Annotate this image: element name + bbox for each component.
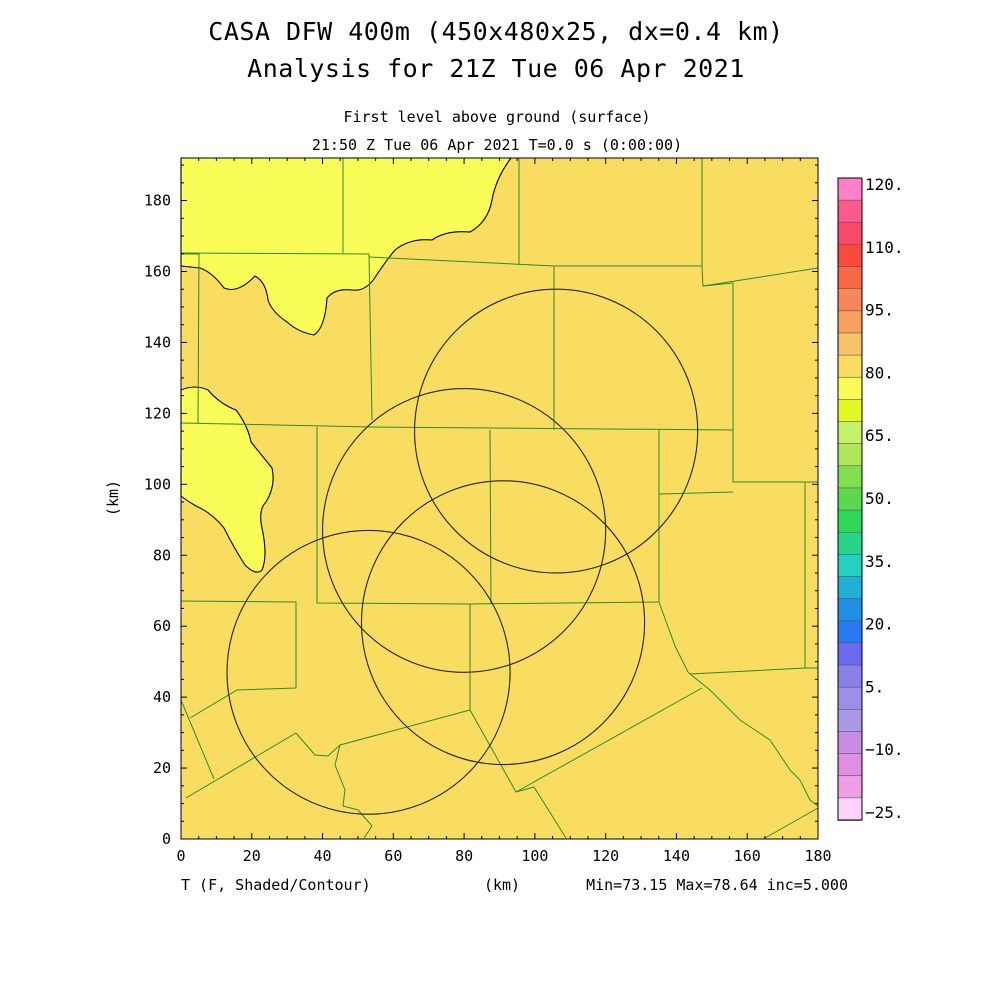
x-axis-label: (km)	[484, 876, 520, 894]
y-tick-label: 120	[144, 404, 171, 422]
radar-ring	[322, 387, 607, 673]
colorbar-label: 5.	[865, 677, 884, 696]
colorbar-swatch	[837, 399, 863, 423]
colorbar-label: −25.	[865, 803, 904, 822]
colorbar-swatch	[837, 598, 863, 622]
colorbar-label: 35.	[865, 552, 894, 571]
colorbar-swatch	[837, 576, 863, 600]
colorbar-label: 95.	[865, 301, 894, 320]
colorbar-swatch	[837, 310, 863, 334]
warm-region-west	[180, 386, 274, 573]
colorbar-swatch	[837, 199, 863, 224]
county-borders	[180, 158, 819, 839]
colorbar-swatch	[837, 376, 863, 401]
colorbar-labels: 120. 110. 95. 80. 65. 50. 35. 20. 5. −10. −25.	[865, 175, 904, 822]
colorbar-label: 80.	[865, 363, 894, 382]
colorbar-swatch	[837, 642, 863, 666]
x-axis: 0 20 40 60 80 100 120 140 160 180	[176, 158, 832, 865]
colorbar-swatch	[837, 531, 863, 556]
colorbar-label: 50.	[865, 489, 894, 508]
y-tick-label: 40	[153, 688, 171, 706]
x-tick-label: 120	[592, 847, 619, 865]
colorbar-swatch	[837, 177, 863, 201]
colorbar-label: 20.	[865, 615, 894, 634]
y-tick-label: 0	[162, 830, 171, 848]
y-tick-label: 160	[144, 263, 171, 281]
colorbar-swatch	[837, 620, 863, 644]
colorbar-swatch	[837, 244, 863, 268]
variable-label: T (F, Shaded/Contour)	[181, 876, 371, 894]
colorbar-swatch	[837, 664, 863, 688]
colorbar-swatch	[837, 465, 863, 489]
x-tick-label: 0	[176, 847, 185, 865]
time-subtitle: 21:50 Z Tue 06 Apr 2021 T=0.0 s (0:00:00…	[312, 136, 682, 154]
field-stats: Min=73.15 Max=78.64 inc=5.000	[586, 876, 848, 894]
y-tick-label: 20	[153, 759, 171, 777]
colorbar-swatch	[837, 332, 863, 356]
x-tick-label: 140	[663, 847, 690, 865]
colorbar-label: 65.	[865, 426, 894, 445]
colorbar-swatch	[837, 775, 863, 799]
y-tick-label: 80	[153, 546, 171, 564]
x-tick-label: 60	[384, 847, 402, 865]
x-tick-label: 160	[734, 847, 761, 865]
colorbar-swatch	[837, 221, 863, 246]
x-tick-label: 40	[314, 847, 332, 865]
x-tick-label: 100	[521, 847, 548, 865]
colorbar-frame	[837, 177, 863, 821]
colorbar-label: −10.	[865, 740, 904, 759]
colorbar-swatch	[837, 487, 863, 511]
colorbar-swatch	[837, 709, 863, 733]
colorbar-swatch	[837, 266, 863, 290]
radar-ring	[226, 529, 511, 815]
y-tick-label: 100	[144, 475, 171, 493]
colorbar-swatch	[837, 797, 863, 821]
warm-region-north	[180, 157, 513, 336]
colorbar-swatch	[837, 686, 863, 711]
map-panel	[180, 157, 819, 840]
y-axis: 0 20 40 60 80 100 120 140 160 180	[144, 164, 818, 848]
radar-ring	[360, 480, 646, 766]
y-tick-label: 180	[144, 192, 171, 210]
colorbar-swatch	[837, 354, 863, 379]
radar-ring	[414, 288, 699, 574]
colorbar	[837, 177, 863, 821]
y-axis-label: (km)	[104, 480, 122, 516]
x-tick-label: 80	[455, 847, 473, 865]
x-tick-label: 20	[243, 847, 261, 865]
figure-title-line1: CASA DFW 400m (450x480x25, dx=0.4 km)	[208, 17, 783, 46]
colorbar-label: 120.	[865, 175, 904, 194]
colorbar-swatch	[837, 731, 863, 755]
y-tick-label: 60	[153, 617, 171, 635]
colorbar-swatch	[837, 554, 863, 578]
radar-coverage-rings	[226, 288, 699, 815]
colorbar-swatch	[837, 509, 863, 534]
colorbar-swatch	[837, 753, 863, 777]
level-subtitle: First level above ground (surface)	[343, 108, 650, 126]
y-tick-label: 140	[144, 333, 171, 351]
colorbar-swatch	[837, 288, 863, 312]
figure-title-line2: Analysis for 21Z Tue 06 Apr 2021	[247, 54, 745, 83]
colorbar-swatch	[837, 421, 863, 445]
colorbar-label: 110.	[865, 238, 904, 257]
x-tick-label: 180	[804, 847, 831, 865]
colorbar-swatch	[837, 443, 863, 467]
